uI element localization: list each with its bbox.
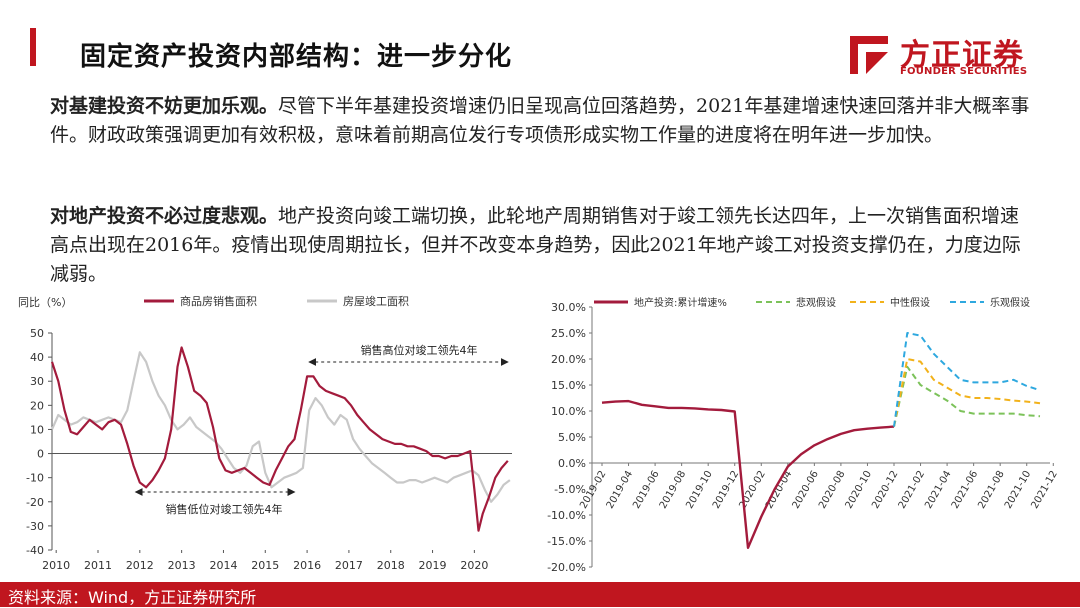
legend-label: 地产投资:累计增速% [634, 296, 727, 309]
paragraph-lead: 对基建投资不妨更加乐观。 [50, 95, 279, 117]
legend-label: 商品房销售面积 [180, 294, 257, 308]
x-tick-label: 2015 [251, 559, 279, 572]
legend-label: 悲观假设 [796, 296, 836, 309]
series-line-1 [50, 351, 511, 503]
y-tick-label: 0 [37, 448, 44, 461]
y-tick-label: -20.0% [547, 561, 586, 574]
y-tick-label: 15.0% [551, 379, 586, 392]
investment-scenario-chart: 30.0% 25.0% 20.0% 15.0% 10.0% 5.0% 0.0% -5.0% -1… [547, 296, 1058, 574]
y-tick-label: 20 [30, 399, 44, 412]
x-tick-label: 2014 [209, 559, 237, 572]
y-tick-label: -10.0% [547, 509, 586, 522]
y-tick-label: -30 [26, 520, 44, 533]
x-tick-label: 2019 [419, 559, 447, 572]
series-line-3 [893, 332, 1041, 427]
y-axis-label: 同比（%） [18, 296, 72, 309]
y-tick-label: 50 [30, 327, 44, 340]
source-note: 资料来源：Wind，方正证券研究所 [8, 588, 257, 607]
x-tick-label: 2013 [168, 559, 196, 572]
y-tick-label: 0.0% [558, 457, 586, 470]
x-tick-label: 2017 [335, 559, 363, 572]
paragraph-body: 尽管下半年基建投资增速仍旧呈现高位回落趋势，2021年基建增速快速回落并非大概率… [50, 95, 1030, 146]
page-title: 固定资产投资内部结构：进一步分化 [80, 42, 513, 72]
logo-text-en: FOUNDER SECURITIES [900, 66, 1028, 77]
paragraph-real-estate: 对地产投资不必过度悲观。地产投资向竣工端切换，此轮地产周期销售对于竣工领先长达四… [50, 202, 1035, 289]
x-tick-label: 2016 [293, 559, 321, 572]
legend-label: 乐观假设 [990, 296, 1030, 309]
y-tick-label: 10.0% [551, 405, 586, 418]
y-tick-label: 20.0% [551, 353, 586, 366]
x-tick-label: 2020 [460, 559, 488, 572]
company-logo: 方正证券 FOUNDER SECURITIES [848, 30, 1048, 82]
y-tick-label: -40 [26, 544, 44, 557]
x-tick-label: 2021-12 [1029, 469, 1058, 511]
y-tick-label: -20 [26, 496, 44, 509]
series-line-0 [601, 399, 895, 550]
logo-text-cn: 方正证券 [900, 38, 1024, 73]
title-accent-bar [30, 28, 36, 66]
sales-completion-chart: 同比（%） 商品房销售面积 房屋竣工面积50403020100-10-20-30-4… [18, 294, 512, 572]
y-tick-label: 30.0% [551, 301, 586, 314]
x-tick-label: 2011 [84, 559, 112, 572]
annotation-label: 销售低位对竣工领先4年 [166, 502, 283, 516]
y-tick-label: 10 [30, 423, 44, 436]
paragraph-body: 地产投资向竣工端切换，此轮地产周期销售对于竣工领先长达四年，上一次销售面积增速高… [50, 205, 1021, 285]
x-tick-label: 2012 [126, 559, 154, 572]
annotation-label: 销售高位对竣工领先4年 [361, 343, 478, 357]
y-tick-label: -10 [26, 472, 44, 485]
y-tick-label: 40 [30, 351, 44, 364]
legend-label: 中性假设 [890, 296, 930, 309]
y-tick-label: 25.0% [551, 327, 586, 340]
paragraph-lead: 对地产投资不必过度悲观。 [50, 205, 279, 227]
paragraph-infrastructure: 对基建投资不妨更加乐观。尽管下半年基建投资增速仍旧呈现高位回落趋势，2021年基… [50, 92, 1035, 150]
y-tick-label: -15.0% [547, 535, 586, 548]
founder-logo-icon [850, 36, 888, 74]
y-tick-label: 5.0% [558, 431, 586, 444]
x-tick-label: 2010 [42, 559, 70, 572]
footer-bar: 资料来源：Wind，方正证券研究所 [0, 582, 1080, 607]
x-tick-label: 2018 [377, 559, 405, 572]
legend-label: 房屋竣工面积 [343, 294, 409, 308]
series-line-2 [893, 358, 1041, 427]
y-tick-label: 30 [30, 375, 44, 388]
y-tick-label: -5.0% [554, 483, 586, 496]
series-line-0 [50, 346, 509, 532]
